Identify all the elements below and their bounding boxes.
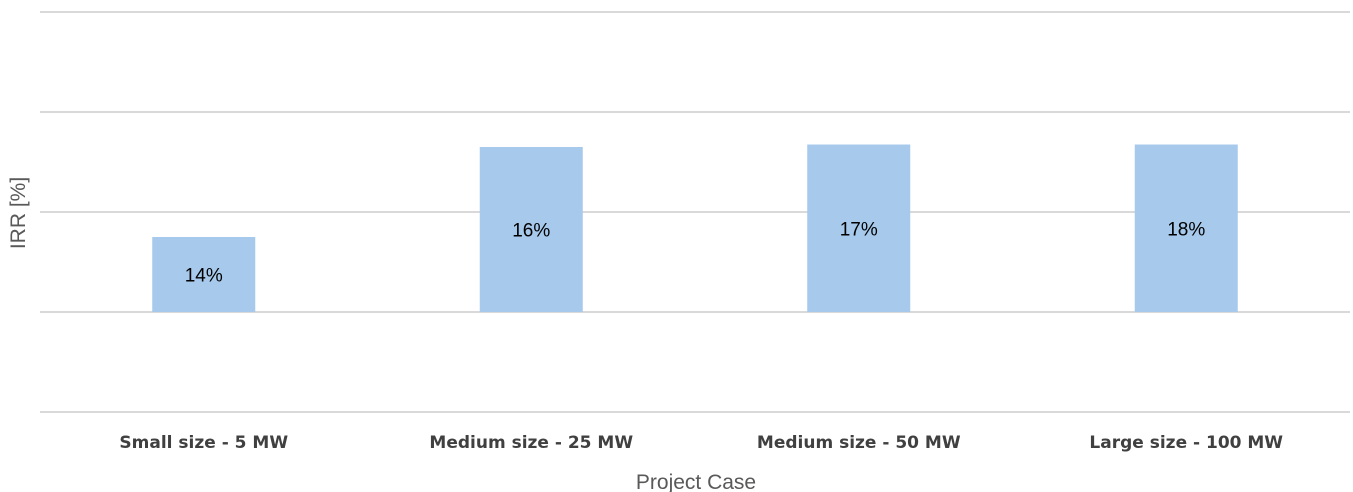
bar-data-label: 16% — [512, 221, 550, 242]
bar — [152, 237, 256, 312]
x-tick-label: Small size - 5 MW — [119, 433, 288, 453]
bar-data-label: 18% — [1167, 219, 1205, 240]
gridlines — [40, 11, 1350, 413]
bar — [479, 147, 583, 312]
bar-data-label: 14% — [185, 266, 223, 287]
bars — [152, 144, 1238, 312]
x-tick-label: Large size - 100 MW — [1089, 433, 1283, 453]
x-tick-label: Medium size - 25 MW — [429, 433, 633, 453]
bar-data-label: 17% — [840, 219, 878, 240]
x-axis-title: Project Case — [636, 471, 756, 492]
x-tick-label: Medium size - 50 MW — [757, 433, 961, 453]
bar — [807, 144, 911, 312]
x-tick-labels: Small size - 5 MW Medium size - 25 MW Medi… — [119, 433, 1283, 453]
y-axis-title: IRR [%] — [7, 177, 30, 249]
data-labels: 14% 16% 17% 18% — [185, 219, 1206, 286]
bar — [1134, 144, 1238, 312]
